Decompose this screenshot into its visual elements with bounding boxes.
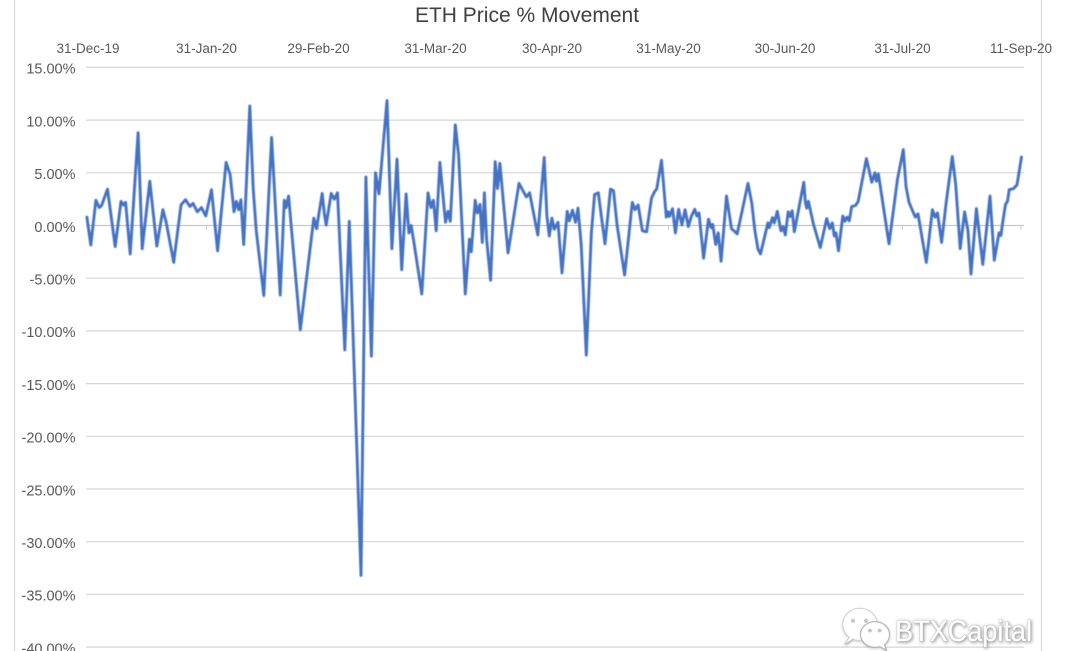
svg-text:31-May-20: 31-May-20 xyxy=(636,41,701,56)
svg-text:-5.00%: -5.00% xyxy=(30,273,76,289)
svg-text:15.00%: 15.00% xyxy=(26,62,75,78)
svg-text:-40.00%: -40.00% xyxy=(21,641,75,651)
svg-text:31-Jan-20: 31-Jan-20 xyxy=(176,41,237,56)
svg-text:-25.00%: -25.00% xyxy=(21,483,75,499)
svg-text:BTXCapital: BTXCapital xyxy=(895,615,1032,648)
svg-text:31-Dec-19: 31-Dec-19 xyxy=(56,41,119,56)
svg-text:31-Jul-20: 31-Jul-20 xyxy=(874,41,930,56)
svg-text:-20.00%: -20.00% xyxy=(21,431,75,447)
svg-text:10.00%: 10.00% xyxy=(26,114,75,130)
svg-text:30-Apr-20: 30-Apr-20 xyxy=(522,41,582,56)
svg-text:-30.00%: -30.00% xyxy=(21,536,75,552)
svg-text:-10.00%: -10.00% xyxy=(21,325,75,341)
svg-text:11-Sep-20: 11-Sep-20 xyxy=(990,41,1052,56)
svg-text:5.00%: 5.00% xyxy=(34,167,75,183)
svg-text:-35.00%: -35.00% xyxy=(21,589,75,605)
svg-text:29-Feb-20: 29-Feb-20 xyxy=(287,41,349,56)
svg-text:0.00%: 0.00% xyxy=(34,220,75,236)
svg-text:ETH Price % Movement: ETH Price % Movement xyxy=(415,4,639,27)
svg-text:30-Jun-20: 30-Jun-20 xyxy=(755,41,816,56)
svg-text:31-Mar-20: 31-Mar-20 xyxy=(404,41,466,56)
svg-text:-15.00%: -15.00% xyxy=(21,378,75,394)
